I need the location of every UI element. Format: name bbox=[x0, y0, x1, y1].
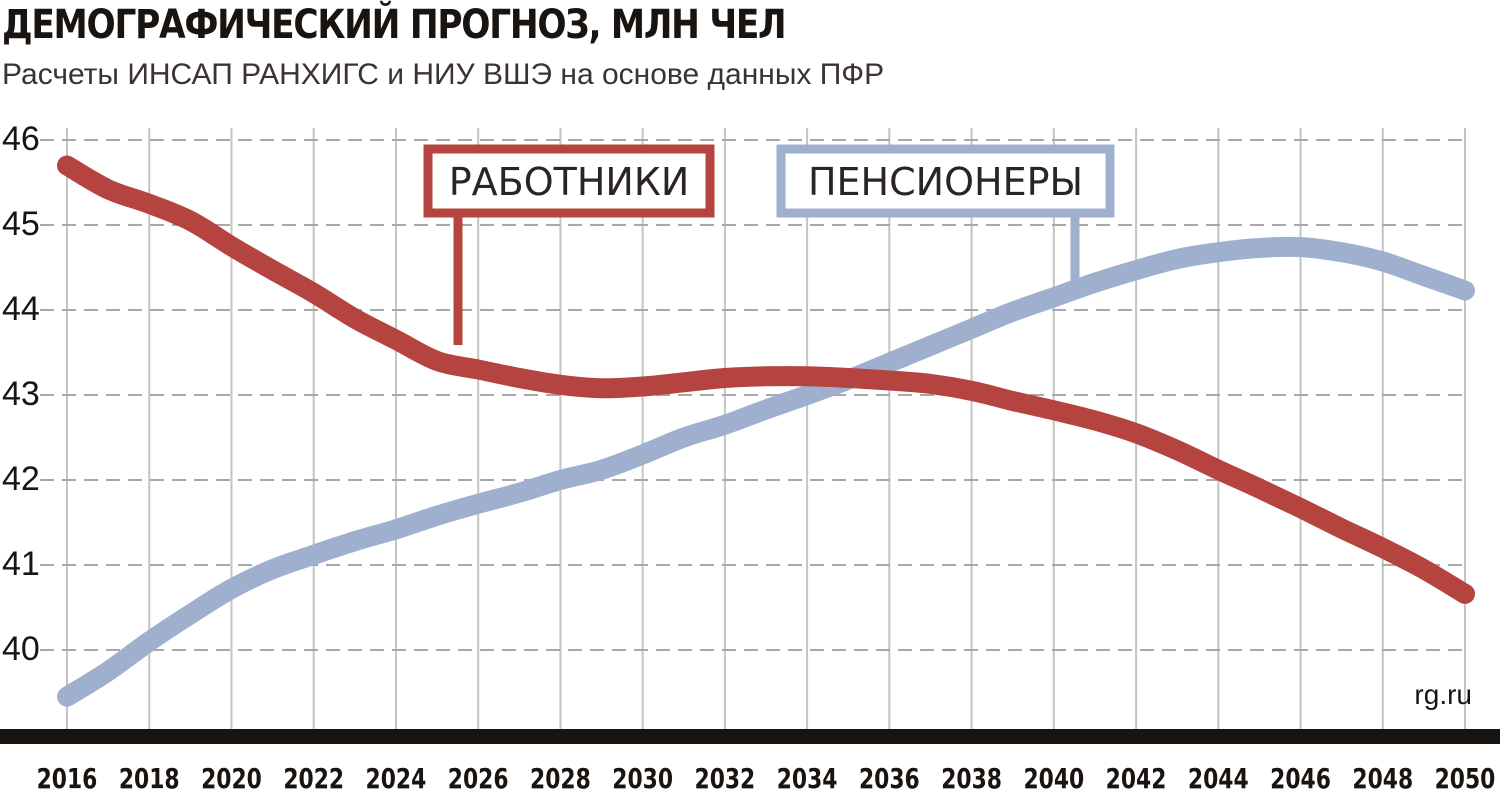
x-tick-label: 2044 bbox=[1188, 762, 1249, 789]
x-tick-label: 2034 bbox=[777, 762, 838, 789]
grid-horizontal-lines bbox=[40, 139, 1465, 651]
legend: РАБОТНИКИ ПЕНСИОНЕРЫ bbox=[423, 144, 1115, 345]
chart-subtitle: Расчеты ИНСАП РАНХИГС и НИУ ВШЭ на основ… bbox=[2, 58, 885, 91]
x-tick-label: 2020 bbox=[201, 762, 262, 789]
y-tick-label: 46 bbox=[2, 120, 40, 158]
source-label: rg.ru bbox=[1414, 679, 1472, 710]
y-tick-label: 44 bbox=[2, 290, 40, 328]
grid-vertical-lines bbox=[66, 128, 1466, 729]
x-tick-label: 2046 bbox=[1270, 762, 1331, 789]
x-axis-tick-labels: 2016 2018 2020 2022 2024 2026 2028 2030 2032 2034… bbox=[37, 762, 1496, 789]
y-tick-label: 41 bbox=[2, 545, 40, 583]
x-tick-label: 2026 bbox=[448, 762, 509, 789]
x-tick-label: 2030 bbox=[612, 762, 673, 789]
y-tick-label: 40 bbox=[2, 630, 40, 668]
legend-workers-box bbox=[423, 144, 715, 218]
x-tick-label: 2032 bbox=[695, 762, 756, 789]
y-tick-label: 43 bbox=[2, 375, 40, 413]
x-tick-label: 2036 bbox=[859, 762, 920, 789]
legend-pensioners-box bbox=[776, 144, 1115, 218]
series-lines bbox=[57, 155, 1475, 707]
x-axis-bar bbox=[0, 729, 1500, 744]
x-tick-label: 2024 bbox=[366, 762, 427, 789]
x-tick-label: 2016 bbox=[37, 762, 98, 789]
y-tick-label: 45 bbox=[2, 205, 40, 243]
legend-workers-label: РАБОТНИКИ bbox=[449, 160, 690, 204]
x-tick-label: 2018 bbox=[119, 762, 180, 789]
legend-pensioners-label: ПЕНСИОНЕРЫ bbox=[808, 160, 1083, 204]
y-tick-label: 42 bbox=[2, 460, 40, 498]
y-axis-tick-labels: 40 41 42 43 44 45 46 bbox=[2, 120, 40, 668]
x-tick-label: 2038 bbox=[941, 762, 1002, 789]
chart-title: ДЕМОГРАФИЧЕСКИЙ ПРОГНОЗ, МЛН ЧЕЛ bbox=[2, 2, 787, 48]
x-tick-label: 2048 bbox=[1352, 762, 1413, 789]
x-tick-label: 2042 bbox=[1106, 762, 1167, 789]
series-line-pensioners bbox=[57, 236, 1475, 707]
x-tick-label: 2040 bbox=[1023, 762, 1084, 789]
x-tick-label: 2022 bbox=[283, 762, 344, 789]
x-tick-label: 2050 bbox=[1435, 762, 1496, 789]
x-tick-label: 2028 bbox=[530, 762, 591, 789]
series-line-workers bbox=[57, 155, 1475, 604]
